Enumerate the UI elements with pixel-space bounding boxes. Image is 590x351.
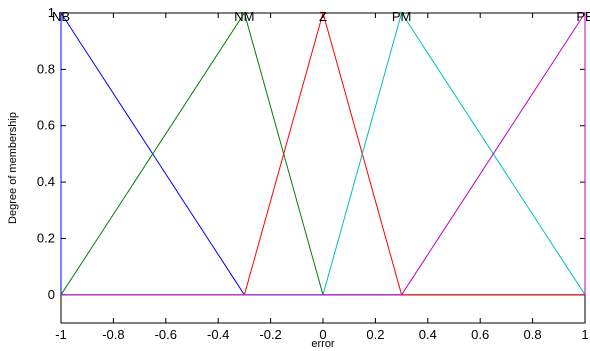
- x-tick-label: 0.2: [366, 327, 384, 342]
- mf-label-nb: NB: [52, 9, 70, 24]
- x-tick-label: 0.8: [524, 327, 542, 342]
- mf-label-nm: NM: [234, 9, 254, 24]
- membership-function-labels: NB NM Z PM PB: [52, 9, 590, 24]
- x-tick-label: 1: [581, 327, 588, 342]
- x-tick-label: -0.4: [207, 327, 229, 342]
- x-tick-label: 0.6: [471, 327, 489, 342]
- x-axis-ticks: -1 -0.8 -0.6 -0.4 -0.2 0 0.2 0.4 0.6 0.8 1: [55, 13, 589, 342]
- mf-label-pm: PM: [392, 9, 412, 24]
- y-tick-label: 0: [48, 287, 55, 302]
- y-axis-ticks: 0 0.2 0.4 0.6 0.8 1: [37, 5, 585, 302]
- x-axis-label: error: [311, 338, 335, 350]
- y-tick-label: 0.8: [37, 61, 55, 76]
- y-tick-label: 0.4: [37, 174, 55, 189]
- x-tick-label: -0.8: [102, 327, 124, 342]
- y-tick-label: 0.6: [37, 118, 55, 133]
- y-tick-label: 0.2: [37, 230, 55, 245]
- x-tick-label: 0.4: [419, 327, 437, 342]
- plot-area: [60, 12, 586, 324]
- x-tick-label: -0.6: [155, 327, 177, 342]
- series-line-pb: [61, 11, 586, 296]
- x-tick-label: 0: [319, 327, 326, 342]
- mf-label-z: Z: [319, 9, 327, 24]
- series-lines: [60, 11, 586, 296]
- x-tick-label: -1: [55, 327, 67, 342]
- y-tick-label: 1: [48, 5, 55, 20]
- mf-label-pb: PB: [576, 9, 590, 24]
- y-axis-label: Degree of membership: [7, 112, 19, 224]
- x-tick-label: -0.2: [259, 327, 281, 342]
